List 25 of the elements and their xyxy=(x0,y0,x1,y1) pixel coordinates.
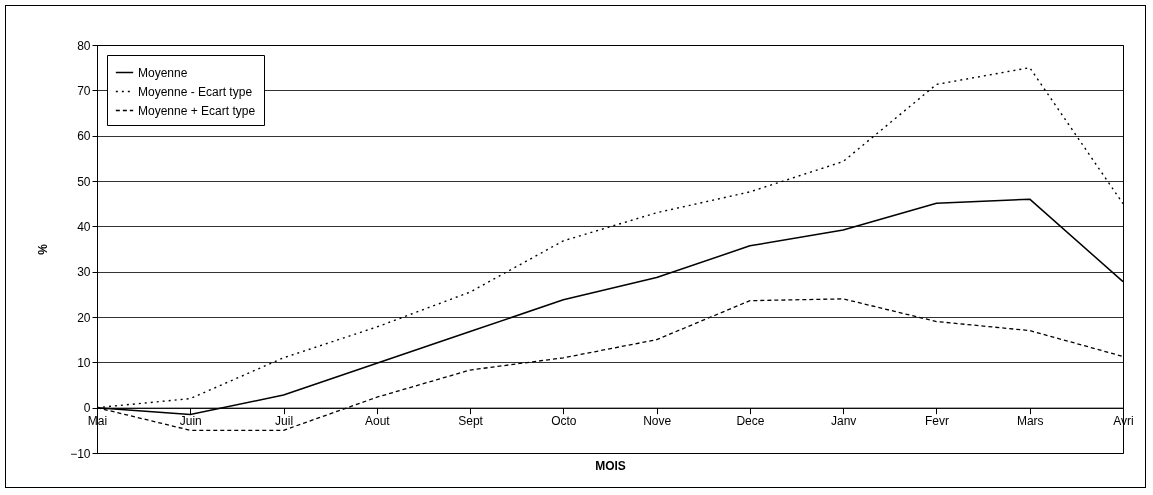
y-tick-label: 70 xyxy=(77,83,91,98)
legend-label: Moyenne xyxy=(138,65,188,80)
x-tick-label: Juin xyxy=(179,414,202,429)
y-tick-label: 80 xyxy=(77,38,91,53)
x-tick-label: Janv xyxy=(831,414,857,429)
x-tick-label: Juil xyxy=(275,414,294,429)
y-tick-label: 60 xyxy=(77,129,91,144)
legend-label: Moyenne + Ecart type xyxy=(138,103,256,118)
x-tick-label: Mars xyxy=(1016,414,1044,429)
x-tick-label: Aout xyxy=(364,414,391,429)
x-axis-title: MOIS xyxy=(595,458,626,473)
y-tick-label: 40 xyxy=(77,219,91,234)
x-tick-label: Octo xyxy=(551,414,577,429)
y-tick-label: 30 xyxy=(77,265,91,280)
y-tick-label: 10 xyxy=(77,355,91,370)
x-tick-label: Dece xyxy=(736,414,765,429)
x-tick-label: Sept xyxy=(458,414,484,429)
x-tick-label: Fevr xyxy=(924,414,949,429)
y-tick-label: 0 xyxy=(83,401,91,416)
legend-label: Moyenne - Ecart type xyxy=(138,84,253,99)
y-axis-title: % xyxy=(36,243,51,255)
y-tick-label: −10 xyxy=(70,446,91,461)
y-tick-label: 50 xyxy=(77,174,91,189)
y-tick-label: 20 xyxy=(77,310,91,325)
x-tick-label: Nove xyxy=(643,414,672,429)
